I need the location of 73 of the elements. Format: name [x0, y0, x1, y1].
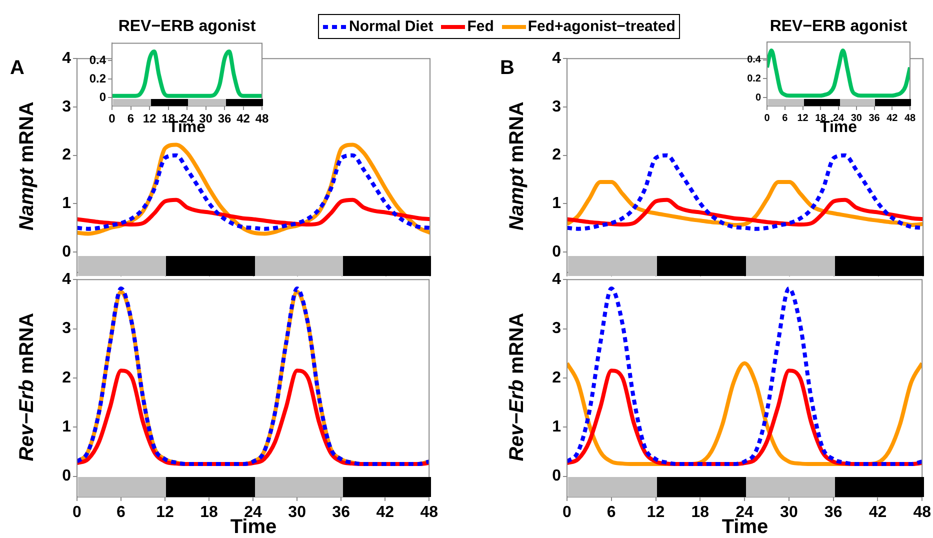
- x-tick-label: 0: [108, 112, 116, 126]
- x-tick-label: 48: [904, 112, 916, 124]
- x-tick-label: 42: [886, 112, 898, 124]
- x-tick-label: 6: [782, 112, 788, 124]
- y-tick-label: 0.2: [747, 73, 762, 84]
- y-axis-title: Nampt mRNA: [506, 101, 528, 230]
- x-tick-label: 6: [606, 504, 616, 522]
- x-tick-label: 0: [764, 112, 770, 124]
- legend-label: Fed+agonist−treated: [528, 18, 676, 35]
- x-tick-label: 36: [218, 112, 232, 126]
- y-tick-label: 1: [62, 195, 72, 212]
- text: B: [500, 57, 514, 80]
- x-tick-label: 48: [913, 504, 932, 522]
- y-tick-label: 2: [552, 369, 562, 386]
- y-tick-label: 0.2: [89, 72, 106, 86]
- x-tick-label: 30: [850, 112, 862, 124]
- line-series: [567, 286, 922, 466]
- y-axis-title: Nampt mRNA: [16, 101, 38, 230]
- y-tick-label: 1: [62, 418, 72, 436]
- line-series: [567, 198, 923, 227]
- y-tick-label: 1: [552, 418, 562, 436]
- x-tick-label: 18: [200, 504, 218, 522]
- x-tick-label: 18: [691, 504, 710, 522]
- x-tick-label: 30: [288, 504, 306, 522]
- y-tick-label: 0: [755, 92, 762, 104]
- y-tick-label: 0.4: [89, 53, 106, 68]
- x-tick-label: 36: [868, 112, 880, 124]
- x-tick-label: 12: [797, 112, 809, 124]
- y-tick-label: 0.4: [747, 54, 762, 66]
- chart-title: REV−ERB agonist: [117, 18, 257, 36]
- y-tick-label: 0: [552, 243, 562, 260]
- y-tick-label: 3: [552, 320, 562, 338]
- legend-label: Fed: [467, 18, 494, 35]
- x-tick-label: 42: [868, 504, 887, 522]
- x-tick-label: 6: [127, 112, 134, 126]
- y-axis-title: Rev−Erb mRNA: [506, 312, 528, 461]
- line-series: [112, 50, 262, 98]
- y-tick-label: 3: [552, 98, 562, 116]
- y-axis-title: Rev−Erb mRNA: [16, 312, 38, 461]
- x-tick-label: 12: [156, 504, 174, 522]
- y-tick-label: 0: [99, 90, 106, 104]
- x-tick-label: 42: [236, 112, 250, 126]
- x-tick-label: 6: [116, 504, 126, 522]
- y-tick-label: 2: [552, 146, 562, 164]
- y-tick-label: 4: [62, 50, 72, 68]
- x-tick-label: 12: [142, 112, 156, 126]
- x-axis-title: Time: [230, 516, 277, 538]
- line-series: [767, 48, 910, 98]
- y-tick-label: 0: [62, 243, 72, 260]
- line-series: [77, 153, 430, 231]
- x-tick-label: 36: [332, 504, 350, 522]
- y-tick-label: 2: [62, 369, 72, 386]
- x-tick-label: 48: [420, 504, 438, 522]
- y-tick-label: 4: [552, 271, 562, 288]
- x-tick-label: 12: [646, 504, 665, 522]
- y-tick-label: 4: [552, 50, 562, 68]
- x-tick-label: 36: [824, 504, 842, 522]
- y-tick-label: 0: [552, 468, 562, 485]
- text: A: [10, 57, 24, 80]
- y-tick-label: 3: [62, 320, 72, 338]
- y-tick-label: 2: [62, 146, 72, 164]
- y-tick-label: 1: [552, 195, 562, 212]
- y-tick-label: 3: [62, 98, 72, 116]
- x-tick-label: 42: [376, 504, 394, 522]
- legend-label: Normal Diet: [349, 18, 434, 35]
- x-tick-label: 30: [780, 504, 798, 522]
- y-tick-label: 4: [62, 271, 72, 288]
- x-axis-title: Time: [722, 516, 768, 538]
- line-series: [567, 153, 923, 231]
- chart-title: REV−ERB agonist: [768, 18, 908, 36]
- y-tick-label: 0: [62, 468, 72, 485]
- x-tick-label: 48: [255, 112, 269, 126]
- line-series: [77, 198, 430, 227]
